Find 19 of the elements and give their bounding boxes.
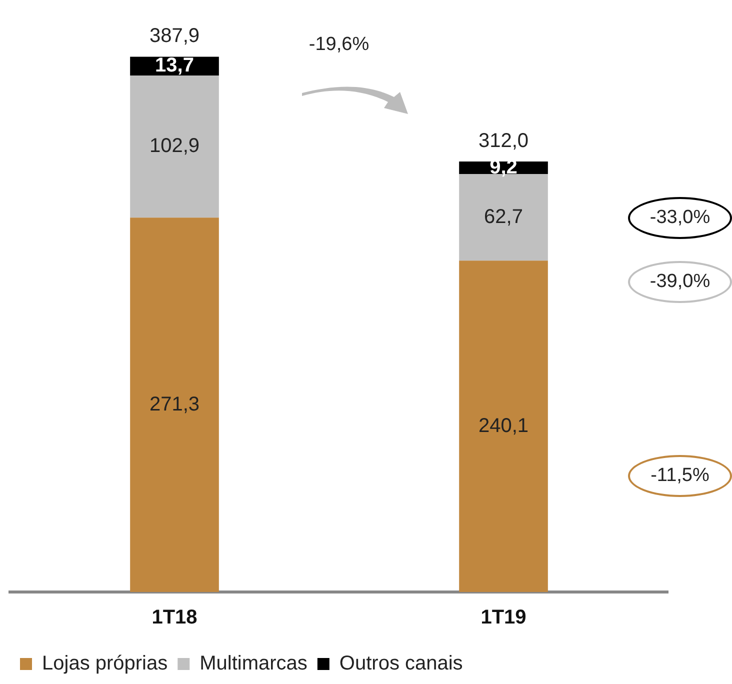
total-label: 312,0	[478, 130, 529, 152]
x-tick-label: 1T19	[480, 606, 526, 629]
bar	[130, 76, 219, 218]
annotation: -33,0%	[650, 206, 710, 229]
total-label: 387,9	[149, 25, 200, 48]
text: -19,6%	[308, 34, 370, 56]
data-label: 13,7	[155, 54, 194, 77]
bar	[130, 218, 219, 592]
legend-label: Multimarcas	[200, 652, 308, 675]
bar	[459, 260, 548, 592]
legend-label: Outros canais	[339, 652, 463, 675]
data-label: 102,9	[149, 135, 200, 158]
data-label: 62,7	[484, 206, 523, 228]
data-label: 240,1	[478, 414, 529, 437]
annotation: -11,5%	[650, 465, 710, 488]
annotation: -39,0%	[650, 270, 710, 293]
data-label: 271,3	[149, 393, 200, 416]
x-tick-label: 1T18	[152, 606, 198, 629]
legend-label: Lojas próprias	[42, 652, 168, 675]
